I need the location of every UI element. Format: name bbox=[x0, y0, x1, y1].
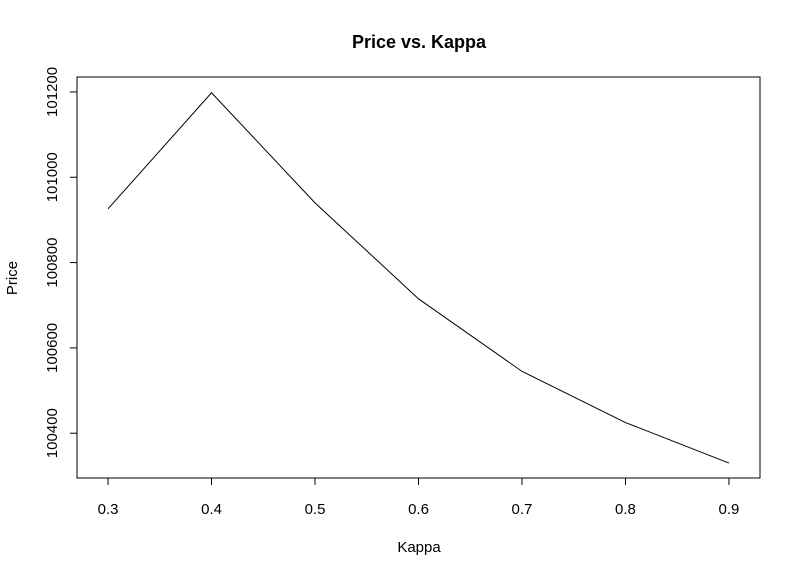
x-tick-label: 0.7 bbox=[512, 501, 533, 518]
x-tick-label: 0.3 bbox=[98, 501, 119, 518]
y-axis: 100400 100600 100800 101000 101200 bbox=[44, 67, 78, 458]
x-tick-label: 0.9 bbox=[719, 501, 740, 518]
y-tick-label: 101200 bbox=[44, 67, 61, 117]
x-axis: 0.3 0.4 0.5 0.6 0.7 0.8 0.9 bbox=[98, 477, 740, 518]
chart-title: Price vs. Kappa bbox=[352, 32, 487, 52]
y-axis-label: Price bbox=[4, 261, 21, 295]
y-tick-label: 100800 bbox=[44, 238, 61, 288]
x-tick-label: 0.8 bbox=[615, 501, 636, 518]
series-line-price bbox=[107, 92, 730, 464]
x-tick-label: 0.4 bbox=[201, 501, 222, 518]
x-tick-label: 0.5 bbox=[305, 501, 326, 518]
y-ticks: 100400 100600 100800 101000 101200 bbox=[44, 67, 77, 458]
series-group bbox=[107, 92, 730, 464]
x-axis-label: Kappa bbox=[397, 539, 441, 556]
y-tick-label: 101000 bbox=[44, 152, 61, 202]
plot-frame bbox=[76, 76, 761, 479]
y-tick-label: 100400 bbox=[44, 408, 61, 458]
x-ticks: 0.3 0.4 0.5 0.6 0.7 0.8 0.9 bbox=[98, 478, 740, 518]
x-tick-label: 0.6 bbox=[408, 501, 429, 518]
y-tick-label: 100600 bbox=[44, 323, 61, 373]
